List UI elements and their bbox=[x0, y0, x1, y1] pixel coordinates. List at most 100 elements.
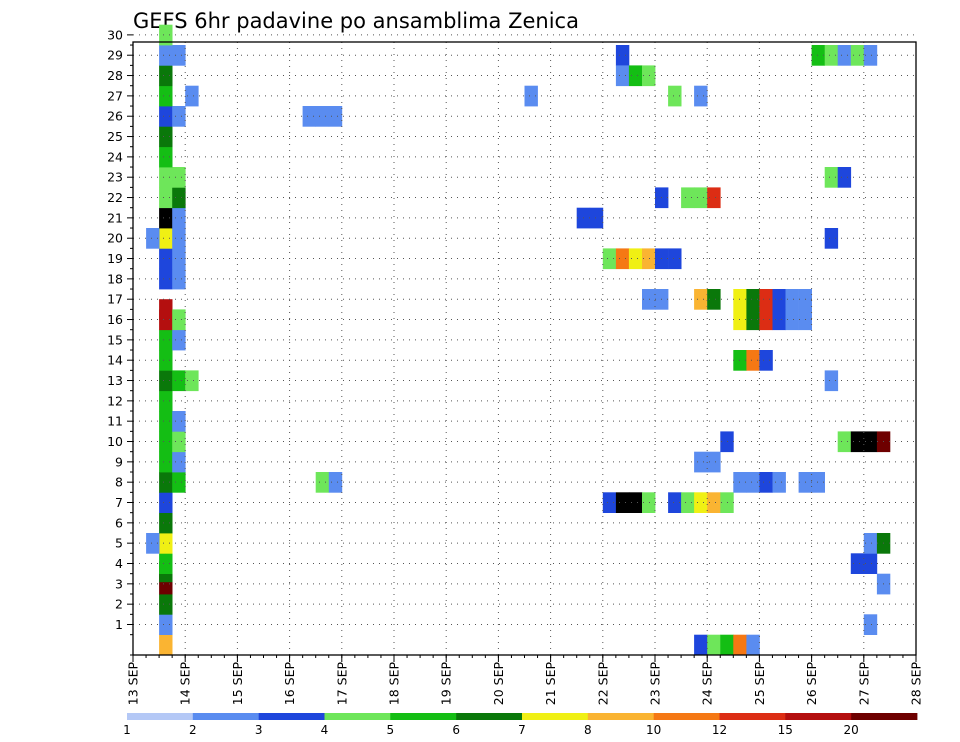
heatmap-cell bbox=[302, 106, 316, 127]
colorbar-label: 5 bbox=[386, 723, 394, 737]
heatmap-cell bbox=[759, 289, 773, 310]
colorbar-label: 15 bbox=[778, 723, 793, 737]
y-tick-label: 2 bbox=[115, 597, 123, 612]
heatmap-cell bbox=[642, 289, 656, 310]
heatmap-cell bbox=[159, 614, 173, 635]
heatmap-cell bbox=[315, 106, 330, 127]
heatmap-cell bbox=[759, 350, 773, 371]
heatmap-cell bbox=[159, 390, 173, 412]
heatmap-cell bbox=[159, 65, 173, 87]
colorbar-label: 4 bbox=[321, 723, 329, 737]
heatmap-cell bbox=[694, 492, 708, 513]
grid bbox=[133, 34, 916, 655]
heatmap-cell bbox=[159, 207, 173, 229]
heatmap-cell bbox=[707, 451, 721, 473]
y-tick-label: 28 bbox=[107, 68, 123, 83]
x-tick-label: 25 SEP bbox=[752, 662, 767, 706]
heatmap-cell bbox=[172, 167, 186, 188]
heatmap-cell bbox=[159, 370, 173, 392]
heatmap-cell bbox=[602, 492, 617, 513]
colorbar-swatch bbox=[390, 713, 457, 720]
x-tick-label: 26 SEP bbox=[804, 662, 819, 706]
plot-frame bbox=[132, 41, 917, 656]
heatmap-cell bbox=[824, 228, 839, 249]
heatmap-cell bbox=[694, 187, 708, 209]
chart-title: GEFS 6hr padavine po ansamblima Zenica bbox=[133, 9, 579, 33]
x-tick-label: 24 SEP bbox=[700, 662, 715, 706]
heatmap-cell bbox=[159, 167, 173, 188]
heatmap-cell bbox=[707, 492, 721, 513]
x-tick-label: 13 SEP bbox=[126, 662, 141, 706]
y-tick-label: 14 bbox=[107, 353, 123, 368]
heatmap-cell bbox=[159, 492, 173, 513]
colorbar-swatch bbox=[522, 713, 589, 720]
heatmap-cell bbox=[159, 268, 173, 290]
heatmap-cell bbox=[720, 634, 734, 656]
y-tick-label: 7 bbox=[115, 495, 123, 510]
heatmap-cell bbox=[159, 512, 173, 534]
heatmap-cell bbox=[328, 106, 343, 127]
x-tick-label: 15 SEP bbox=[230, 662, 245, 706]
heatmap-cell bbox=[628, 492, 643, 513]
heatmap-cell bbox=[863, 533, 878, 554]
y-axis: 1234567891011121314151617181920212223242… bbox=[107, 27, 133, 656]
colorbar-swatch bbox=[785, 713, 852, 720]
heatmap-cell bbox=[733, 634, 747, 656]
colorbar-label: 1 bbox=[123, 723, 131, 737]
heatmap-cell bbox=[172, 106, 186, 127]
heatmap-cell bbox=[185, 370, 199, 392]
x-tick-label: 22 SEP bbox=[595, 662, 610, 706]
y-tick-label: 8 bbox=[115, 475, 123, 490]
colorbar-swatch bbox=[587, 713, 654, 720]
y-tick-label: 25 bbox=[107, 129, 123, 144]
y-tick-label: 21 bbox=[107, 210, 123, 225]
heatmap-cell bbox=[172, 187, 186, 209]
y-tick-label: 10 bbox=[107, 434, 123, 449]
x-tick-label: 19 SEP bbox=[439, 662, 454, 706]
heatmap-cell bbox=[159, 431, 173, 453]
colorbar-label: 2 bbox=[189, 723, 197, 737]
colorbar: 1 2 3 4 5 6 7 8 10 12 15 20 bbox=[123, 713, 918, 737]
heatmap-cell bbox=[146, 533, 160, 554]
heatmap-cell bbox=[159, 228, 173, 249]
heatmap-cell bbox=[146, 228, 160, 249]
y-tick-label: 5 bbox=[115, 536, 123, 551]
heatmap-cell bbox=[668, 492, 682, 513]
heatmap-cell bbox=[694, 289, 708, 310]
heatmap-cell bbox=[628, 248, 643, 270]
colorbar-swatch bbox=[456, 713, 523, 720]
heatmap-cell bbox=[772, 289, 786, 310]
heatmap-cell bbox=[628, 65, 643, 87]
heatmap-cell bbox=[185, 85, 199, 107]
colorbar-label: 12 bbox=[712, 723, 727, 737]
y-tick-label: 18 bbox=[107, 271, 123, 286]
heatmap-cell bbox=[772, 309, 786, 331]
colorbar-label: 6 bbox=[452, 723, 460, 737]
heatmap-cell bbox=[159, 24, 173, 46]
heatmap-cell bbox=[615, 65, 630, 87]
x-tick-label: 17 SEP bbox=[334, 662, 349, 706]
heatmap-cell bbox=[837, 45, 852, 66]
y-tick-label: 15 bbox=[107, 332, 123, 347]
heatmap-cell bbox=[172, 472, 186, 493]
heatmap-cell bbox=[863, 614, 878, 635]
heatmap-cell bbox=[681, 492, 695, 513]
heatmap-cell bbox=[824, 167, 839, 188]
y-tick-label: 20 bbox=[107, 231, 123, 246]
heatmap-cell bbox=[642, 248, 656, 270]
heatmap-cell bbox=[315, 472, 330, 493]
heatmap-cell bbox=[837, 167, 852, 188]
heatmap-cell bbox=[328, 472, 343, 493]
y-tick-label: 3 bbox=[115, 576, 123, 591]
colorbar-swatch bbox=[192, 713, 259, 720]
heatmap-cell bbox=[159, 634, 173, 656]
heatmap-cell bbox=[707, 289, 721, 310]
y-tick-label: 1 bbox=[115, 617, 123, 632]
colorbar-label: 8 bbox=[584, 723, 592, 737]
heatmap-cell bbox=[159, 85, 173, 107]
heatmap-cell bbox=[863, 431, 878, 453]
heatmap-cell bbox=[811, 45, 825, 66]
heatmap-cell bbox=[837, 431, 852, 453]
x-tick-label: 27 SEP bbox=[856, 662, 871, 706]
heatmap-cell bbox=[850, 45, 865, 66]
